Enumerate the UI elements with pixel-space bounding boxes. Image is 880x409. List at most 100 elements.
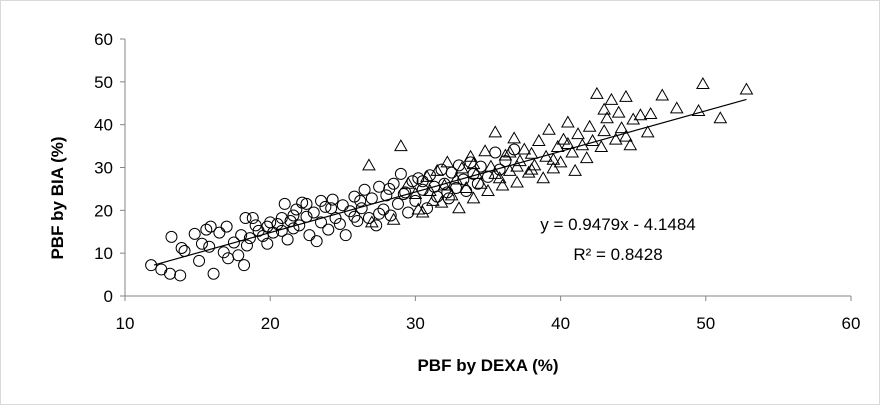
circle-point — [155, 263, 168, 276]
circle-point — [416, 183, 429, 196]
circle-point — [474, 160, 487, 173]
triangle-point — [600, 111, 614, 124]
circle-point — [204, 220, 217, 233]
triangle-point — [502, 163, 517, 176]
triangle-point — [415, 205, 430, 218]
triangle-point — [524, 146, 539, 159]
triangle-point — [430, 163, 445, 176]
triangle-point — [498, 148, 513, 161]
r-squared-annotation: R² = 0.8428 — [573, 245, 662, 264]
circle-point — [409, 194, 422, 207]
circle-point — [348, 210, 361, 223]
triangle-point — [364, 215, 379, 228]
y-tick-label: 60 — [94, 30, 113, 49]
triangle-point — [655, 88, 670, 101]
triangle-point — [408, 187, 423, 200]
circle-point — [310, 235, 323, 248]
triangle-point — [546, 152, 561, 165]
circle-point — [380, 189, 393, 202]
triangle-point — [539, 149, 553, 162]
circle-point — [278, 197, 291, 210]
triangle-point — [575, 138, 590, 151]
circle-point — [358, 183, 371, 196]
triangle-point — [495, 178, 510, 191]
circle-point — [383, 182, 396, 195]
triangle-point — [542, 122, 556, 135]
circle-point — [222, 252, 235, 265]
triangle-point — [466, 191, 481, 204]
triangle-point — [452, 201, 466, 214]
circle-point — [354, 194, 367, 207]
data-points — [145, 76, 754, 282]
circle-point — [296, 196, 309, 209]
circle-point — [193, 254, 206, 267]
triangle-point — [481, 184, 495, 197]
triangle-point — [582, 119, 597, 132]
circle-point — [351, 215, 364, 228]
triangle-point — [437, 178, 452, 191]
triangle-point — [550, 139, 565, 152]
circle-point — [460, 185, 473, 198]
y-tick-label: 20 — [94, 201, 113, 220]
circle-point — [377, 203, 390, 216]
circle-point — [315, 216, 328, 229]
triangle-point — [597, 124, 612, 137]
triangle-point — [507, 131, 521, 144]
equation-annotation: y = 0.9479x - 4.1484 — [540, 215, 695, 234]
triangle-point — [594, 139, 609, 152]
triangle-point — [510, 175, 524, 188]
circle-point — [239, 212, 252, 225]
circle-point — [238, 259, 251, 272]
circle-point — [243, 232, 256, 245]
circle-point — [452, 159, 465, 172]
circle-point — [373, 207, 386, 220]
triangle-point — [394, 139, 408, 152]
triangle-point — [531, 133, 546, 146]
circle-point — [303, 229, 316, 242]
triangle-point — [455, 161, 469, 174]
circle-point — [355, 202, 368, 215]
circle-point — [281, 233, 294, 246]
triangle-point — [425, 193, 440, 206]
triangle-point — [614, 121, 629, 134]
triangle-point — [386, 212, 401, 225]
circle-point — [394, 167, 407, 180]
triangle-point — [473, 176, 488, 189]
x-axis-label: PBF by DEXA (%) — [417, 356, 558, 375]
triangle-point — [553, 155, 568, 168]
triangle-point — [560, 136, 575, 149]
circle-point — [307, 206, 320, 219]
circle-point — [336, 199, 349, 212]
circle-point — [442, 192, 455, 205]
circle-point — [145, 259, 158, 272]
triangle-point — [643, 106, 658, 119]
triangle-point — [510, 159, 524, 172]
triangle-point — [633, 108, 648, 121]
circle-point — [275, 212, 288, 225]
circle-point — [175, 242, 188, 255]
triangle-point — [590, 86, 604, 99]
triangle-point — [669, 101, 684, 114]
triangle-point — [623, 138, 638, 151]
circle-point — [365, 192, 378, 205]
circle-point — [300, 197, 313, 210]
circle-point — [325, 202, 338, 215]
circle-point — [232, 249, 245, 262]
circle-point — [315, 194, 328, 207]
circle-point — [399, 186, 412, 199]
circle-point — [287, 209, 300, 222]
y-tick-label: 50 — [94, 73, 113, 92]
circle-point — [217, 246, 230, 259]
circle-point — [220, 220, 233, 233]
circle-point — [203, 240, 216, 253]
triangle-point — [560, 115, 575, 128]
y-tick-label: 30 — [94, 159, 113, 178]
triangle-point — [611, 105, 626, 118]
circle-point — [178, 245, 191, 258]
y-tick-label: 10 — [94, 244, 113, 263]
circle-point — [391, 197, 404, 210]
triangle-point — [608, 132, 623, 145]
circle-point — [240, 239, 253, 252]
circle-point — [275, 224, 288, 237]
